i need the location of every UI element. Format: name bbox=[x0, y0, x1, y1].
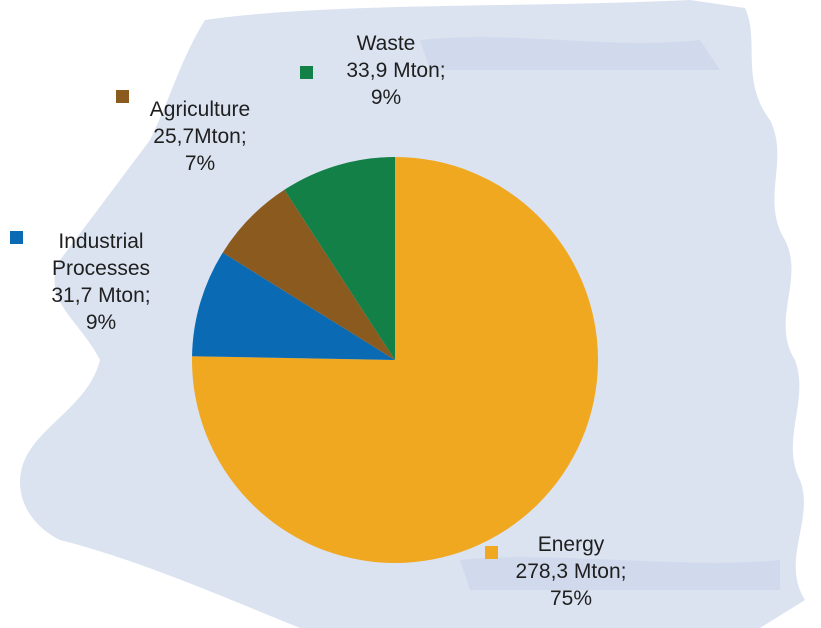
slice-percent-energy: 75% bbox=[549, 587, 593, 610]
slice-name-agriculture: Agriculture bbox=[149, 98, 251, 121]
pie-slice-waste bbox=[284, 157, 395, 360]
pie-slice-industrial-processes bbox=[192, 252, 395, 360]
slice-label-energy: Energy 278,3 Mton; 75% bbox=[496, 531, 646, 612]
slice-value-waste: 33,9 Mton; bbox=[346, 59, 446, 82]
slice-label-agriculture: Agriculture 25,7Mton; 7% bbox=[120, 96, 280, 177]
slice-name-industrial-line2: Processes bbox=[51, 257, 151, 280]
pie-slice-agriculture bbox=[222, 189, 395, 360]
legend-swatch-waste bbox=[300, 66, 313, 79]
slice-name-energy: Energy bbox=[537, 533, 605, 556]
slice-value-energy: 278,3 Mton; bbox=[515, 560, 627, 583]
slice-name-waste: Waste bbox=[356, 32, 416, 55]
legend-swatch-agriculture bbox=[116, 90, 129, 103]
slice-percent-industrial-processes: 9% bbox=[85, 311, 117, 334]
slice-percent-agriculture: 7% bbox=[184, 152, 216, 175]
slice-value-industrial-processes: 31,7 Mton; bbox=[51, 284, 151, 307]
slice-label-waste: Waste 33,9 Mton; 9% bbox=[306, 30, 466, 111]
slice-value-agriculture: 25,7Mton; bbox=[153, 125, 247, 148]
legend-swatch-industrial-processes bbox=[10, 231, 23, 244]
legend-swatch-energy bbox=[485, 546, 498, 559]
slice-label-industrial-processes: Industrial Processes 31,7 Mton; 9% bbox=[28, 228, 174, 336]
slice-name-industrial-line1: Industrial bbox=[58, 230, 144, 253]
slice-percent-waste: 9% bbox=[370, 86, 402, 109]
